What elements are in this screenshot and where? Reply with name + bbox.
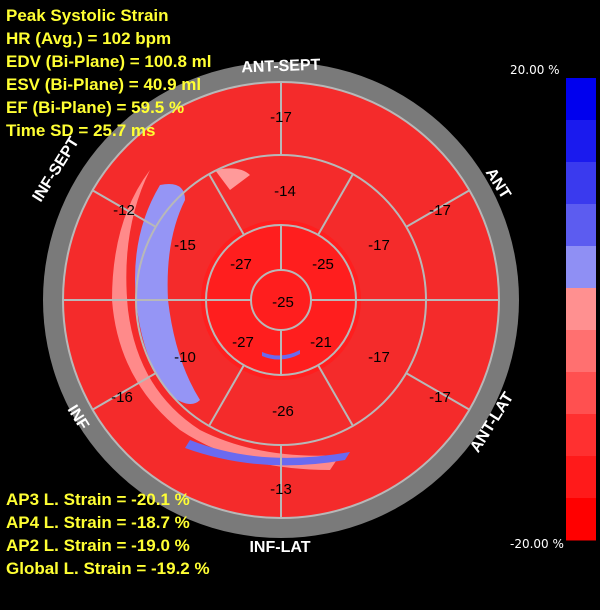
pale-region [112, 170, 340, 470]
mid-inf-value: -10 [174, 349, 196, 366]
apical-core [201, 220, 361, 380]
ef-value: EF (Bi-Plane) = 59.5 % [6, 98, 185, 117]
basal-inf-lat-value: -13 [270, 481, 292, 498]
blue-band [185, 440, 350, 466]
wall-label-inf-lat: INF-LAT [249, 539, 310, 556]
segment-values: -17 -17 -17 -13 -16 -12 -14 -17 -17 -26 … [111, 109, 451, 498]
view-title: Peak Systolic Strain [6, 6, 169, 25]
scale-swatch [566, 246, 596, 289]
apical-lat-value: -21 [310, 334, 332, 351]
scale-min-label: -20.00 % [510, 537, 564, 551]
scale-swatch [566, 288, 596, 331]
heart-rate: HR (Avg.) = 102 bpm [6, 29, 172, 48]
global-strain: Global L. Strain = -19.2 % [6, 559, 210, 578]
scale-swatch [566, 456, 596, 499]
time-sd-value: Time SD = 25.7 ms [6, 121, 156, 140]
scale-swatch [566, 162, 596, 205]
basal-ant-sept-value: -17 [270, 109, 292, 126]
scale-swatch [566, 204, 596, 247]
segment-lines [62, 81, 500, 519]
scale-swatch [566, 372, 596, 415]
scale-swatch [566, 78, 596, 121]
measurement-info: Peak Systolic Strain HR (Avg.) = 102 bpm… [6, 4, 212, 142]
apex-blue-arc [262, 350, 300, 360]
color-scale-bar [566, 78, 596, 541]
apical-inf-value: -27 [232, 334, 254, 351]
edv-value: EDV (Bi-Plane) = 100.8 ml [6, 52, 212, 71]
strain-summary: AP3 L. Strain = -20.1 % AP4 L. Strain = … [6, 488, 210, 580]
blue-region [135, 184, 200, 404]
apical-sept-value: -27 [230, 256, 252, 273]
mid-ant-sept-value: -14 [274, 183, 296, 200]
wall-label-ant-sept: ANT-SEPT [241, 57, 321, 77]
ap2-strain: AP2 L. Strain = -19.0 % [6, 536, 190, 555]
ap3-strain: AP3 L. Strain = -20.1 % [6, 490, 190, 509]
scale-swatch [566, 330, 596, 373]
mid-inf-lat-value: -26 [272, 403, 294, 420]
scale-swatch [566, 498, 596, 541]
ap4-strain: AP4 L. Strain = -18.7 % [6, 513, 190, 532]
apex-value: -25 [272, 294, 294, 311]
basal-inf-sept-value: -12 [113, 202, 135, 219]
pale-band [215, 168, 250, 190]
scale-max-label: 20.00 % [510, 63, 560, 77]
scale-swatch [566, 120, 596, 163]
mid-ant-lat-value: -17 [368, 349, 390, 366]
mid-inf-sept-value: -15 [174, 237, 196, 254]
mid-ant-value: -17 [368, 237, 390, 254]
apical-ant-value: -25 [312, 256, 334, 273]
esv-value: ESV (Bi-Plane) = 40.9 ml [6, 75, 202, 94]
scale-swatch [566, 414, 596, 457]
basal-ant-value: -17 [429, 202, 451, 219]
basal-ant-lat-value: -17 [429, 389, 451, 406]
basal-inf-value: -16 [111, 389, 133, 406]
